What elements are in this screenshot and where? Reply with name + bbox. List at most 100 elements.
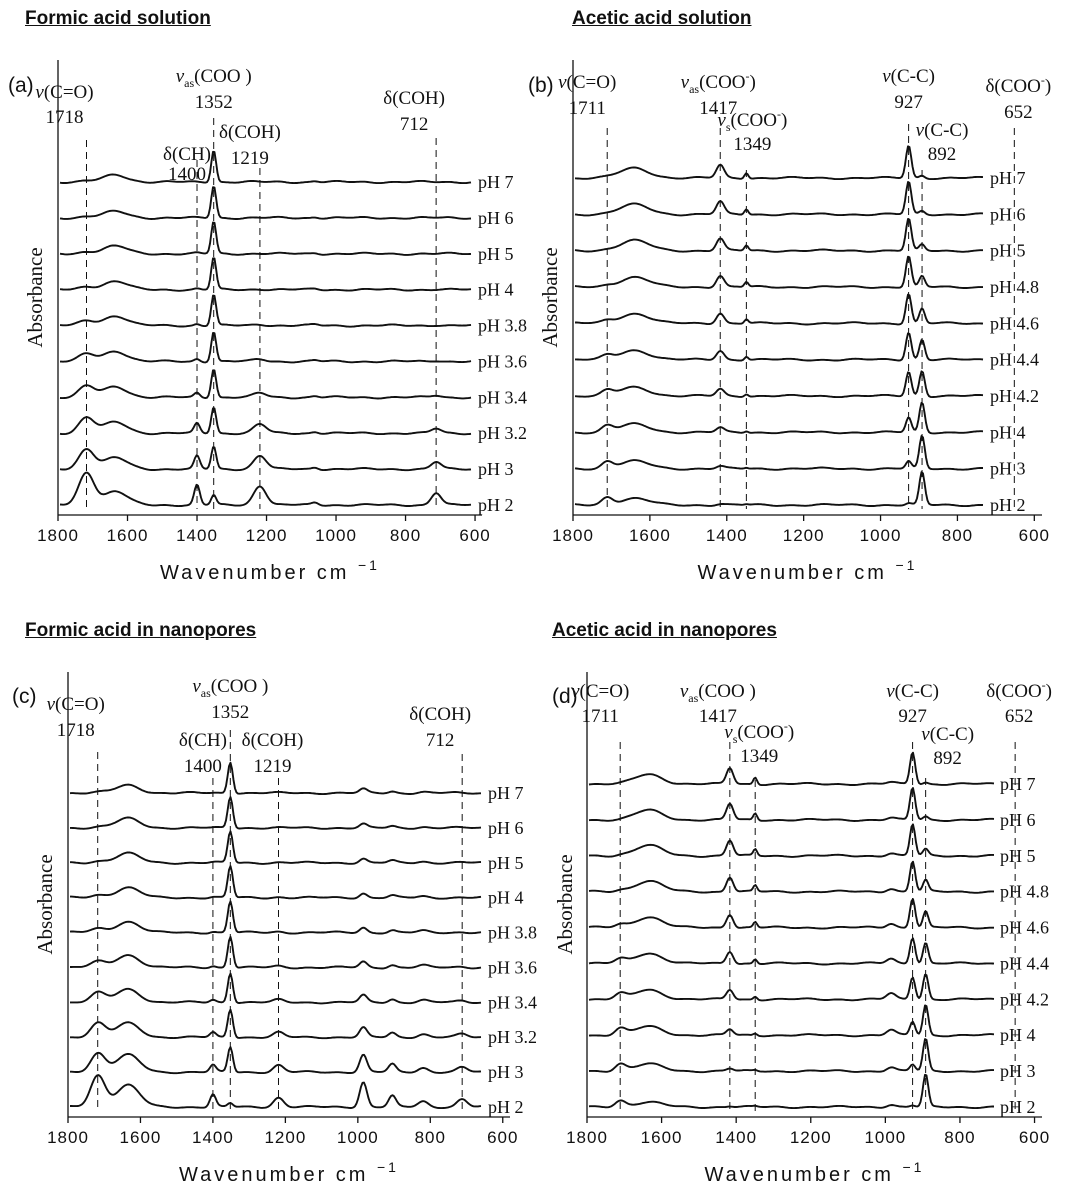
series-label-pH-4_4: pH 4.4 xyxy=(1000,953,1049,973)
peak-value-1352: 1352 xyxy=(211,702,249,723)
x-tick-label: 1000 xyxy=(315,526,357,545)
peak-label-tail: (COO xyxy=(699,72,745,93)
peak-value-1349: 1349 xyxy=(733,134,771,155)
x-tick-label: 1200 xyxy=(246,526,288,545)
series-label-pH-5: pH 5 xyxy=(488,853,524,873)
peak-label-rest: (C=O) xyxy=(580,681,630,702)
series-label-pH-3: pH 3 xyxy=(478,459,514,479)
peak-label-main: v xyxy=(47,694,56,715)
peak-label-sub: as xyxy=(688,691,698,705)
x-tick-label: 1600 xyxy=(120,1128,162,1147)
spectrum-pH-3_4 xyxy=(59,369,472,400)
x-axis-title-exponent: −1 xyxy=(358,557,380,573)
peak-label-rest: (C-C) xyxy=(930,724,974,745)
peak-label-sup: - xyxy=(777,107,781,121)
chart-panel-d: (d) 1800 1600 1400 1200 1000 800 600 Wavenumber … xyxy=(552,672,1052,1186)
spectrum-pH-5 xyxy=(574,217,983,253)
peak-label-main: δ(CH) xyxy=(179,730,227,751)
spectrum-pH-4 xyxy=(574,401,984,435)
spectrum-pH-6 xyxy=(59,186,472,220)
x-tick-label: 800 xyxy=(942,526,973,545)
peak-label-main: v xyxy=(681,72,690,93)
x-tick-label: 1000 xyxy=(860,526,902,545)
peak-value-712: 712 xyxy=(426,730,455,751)
peak-label-main: δ(COH) xyxy=(409,704,471,725)
peak-label-1417: vas(COO ) xyxy=(680,681,756,705)
peak-label-sup: - xyxy=(784,719,788,733)
peak-label-1417: vas(COO-) xyxy=(681,69,756,96)
spectrum-pH-4_2 xyxy=(574,370,984,399)
peak-label-main: v xyxy=(176,66,185,87)
panel-label: (d) xyxy=(552,685,578,708)
peak-label-sub: s xyxy=(733,732,738,746)
peak-label-main: δ(COH) xyxy=(383,88,445,109)
chart-panel-c: (c) 1800 1600 1400 1200 1000 800 600 Wavenumber … xyxy=(12,672,537,1186)
spectrum-pH-6 xyxy=(588,787,995,822)
x-tick-label: 1800 xyxy=(47,1128,89,1147)
peak-label-1219: δ(COH) xyxy=(242,730,304,751)
peak-label-main: v xyxy=(35,82,44,103)
peak-label-1349: vs(COO-) xyxy=(717,107,787,134)
y-axis-title: Absorbance xyxy=(23,247,47,347)
series-label-pH-4_6: pH 4.6 xyxy=(990,313,1039,333)
series-label-pH-3_8: pH 3.8 xyxy=(478,316,527,336)
series-label-pH-4: pH 4 xyxy=(488,888,524,908)
heading-formic-solution: Formic acid solution xyxy=(25,8,211,29)
peak-label-927: v(C-C) xyxy=(886,681,939,702)
spectrum-pH-4_4 xyxy=(575,332,984,362)
x-tick-label: 600 xyxy=(1019,1128,1050,1147)
spectrum-pH-3_6 xyxy=(70,935,482,970)
series-label-pH-3_4: pH 3.4 xyxy=(478,387,527,407)
peak-label-main: v xyxy=(916,120,925,141)
spectrum-pH-3 xyxy=(574,435,983,471)
series-label-pH-4_4: pH 4.4 xyxy=(990,350,1039,370)
peak-label-main: v xyxy=(882,66,891,87)
series-label-pH-4: pH 4 xyxy=(478,280,514,300)
x-tick-label: 1200 xyxy=(783,526,825,545)
x-axis-title: Wavenumber cm −1 xyxy=(160,557,380,584)
chart-panel-a: (a) 1800 1600 1400 1200 1000 800 600 Wavenumber … xyxy=(8,60,527,584)
peak-label-1718: v(C=O) xyxy=(47,694,105,715)
x-tick-label: 1600 xyxy=(641,1128,683,1147)
x-tick-label: 1400 xyxy=(192,1128,234,1147)
peak-label-main: v xyxy=(921,724,930,745)
series-label-pH-3_2: pH 3.2 xyxy=(488,1027,537,1047)
spectrum-pH-2 xyxy=(70,1074,482,1110)
series-label-pH-3_4: pH 3.4 xyxy=(488,992,537,1012)
x-axis-title: Wavenumber cm −1 xyxy=(705,1159,925,1186)
spectrum-pH-4_6 xyxy=(588,898,994,930)
peak-value-1417: 1417 xyxy=(699,98,737,119)
series-label-pH-4: pH 4 xyxy=(1000,1025,1036,1045)
peak-label-main: δ(COH) xyxy=(242,730,304,751)
peak-label-main: v xyxy=(192,676,201,697)
series-label-pH-3_2: pH 3.2 xyxy=(478,423,527,443)
peak-value-1718: 1718 xyxy=(57,720,95,741)
peak-label-main: v xyxy=(886,681,895,702)
x-axis-title-text: Wavenumber cm xyxy=(705,1164,903,1186)
series-label-pH-3_6: pH 3.6 xyxy=(488,957,537,977)
x-axis-title-text: Wavenumber cm xyxy=(179,1164,377,1186)
series-label-pH-2: pH 2 xyxy=(488,1097,524,1117)
series-label-pH-5: pH 5 xyxy=(990,241,1026,261)
peak-label-892: v(C-C) xyxy=(921,724,974,745)
peak-label-1400: δ(CH) xyxy=(179,730,227,751)
series-label-pH-5: pH 5 xyxy=(1000,846,1036,866)
x-axis-title-exponent: −1 xyxy=(903,1159,925,1175)
series-label-pH-4_2: pH 4.2 xyxy=(1000,989,1049,1009)
x-tick-label: 1200 xyxy=(264,1128,306,1147)
peak-label-tail: (COO xyxy=(737,722,783,743)
peak-value-1718: 1718 xyxy=(45,107,83,128)
peak-label-712: δ(COH) xyxy=(409,704,471,725)
x-axis-title-text: Wavenumber cm xyxy=(160,562,358,584)
spectrum-pH-3 xyxy=(59,446,472,472)
peak-label-rest: (C-C) xyxy=(895,681,939,702)
spectrum-pH-4_8 xyxy=(588,860,994,894)
peak-label-652: δ(COO-) xyxy=(985,73,1051,97)
series-label-pH-5: pH 5 xyxy=(478,244,514,264)
peak-label-rest: (C-C) xyxy=(924,120,968,141)
heading-formic-nanopores: Formic acid in nanopores xyxy=(25,620,257,641)
heading-acetic-nanopores: Acetic acid in nanopores xyxy=(552,620,777,641)
peak-label-1349: vs(COO-) xyxy=(724,719,794,746)
series-label-pH-6: pH 6 xyxy=(478,208,514,228)
peak-value-927: 927 xyxy=(894,92,923,113)
